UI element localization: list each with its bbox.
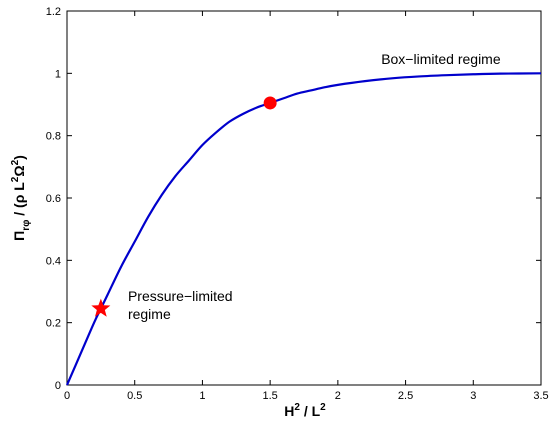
y-tick-label: 0.4 bbox=[46, 255, 61, 267]
annotation-line: regime bbox=[128, 306, 171, 322]
annotation-line: Box−limited regime bbox=[381, 51, 501, 67]
annotation: Box−limited regime bbox=[381, 51, 501, 67]
y-axis-label: Πrφ / (ρ L2Ω2) bbox=[10, 155, 32, 241]
plot-area bbox=[66, 10, 542, 386]
circle-marker bbox=[263, 96, 277, 110]
x-tick-label: 3.5 bbox=[533, 390, 548, 402]
y-tick-label: 0.8 bbox=[46, 131, 61, 143]
markers bbox=[91, 96, 277, 317]
annotation-line: Pressure−limited bbox=[128, 288, 233, 304]
y-tick-label: 1.2 bbox=[46, 6, 61, 18]
x-tick-label: 1.5 bbox=[262, 390, 277, 402]
x-tick-label: 0 bbox=[64, 390, 70, 402]
annotations: Box−limited regime Pressure−limited regime bbox=[128, 51, 501, 322]
series-line bbox=[65, 72, 542, 386]
y-tick-label: 0.6 bbox=[46, 193, 61, 205]
y-tick-label: 0.2 bbox=[46, 318, 61, 330]
y-tick-label: 0 bbox=[55, 380, 61, 392]
x-tick-label: 2 bbox=[335, 390, 341, 402]
x-tick-label: 0.5 bbox=[127, 390, 142, 402]
star-marker bbox=[91, 298, 111, 317]
axis-ticks: 0 0.5 1 1.5 2 2.5 3 3.5 0 0.2 0.4 0.6 0.8 1 1.2 bbox=[46, 6, 549, 402]
x-tick-label: 3 bbox=[470, 390, 476, 402]
annotation: Pressure−limited regime bbox=[128, 288, 233, 322]
x-axis-label: H2 / L2 bbox=[284, 402, 326, 419]
x-tick-label: 1 bbox=[199, 390, 205, 402]
y-tick-label: 1 bbox=[55, 68, 61, 80]
x-tick-label: 2.5 bbox=[398, 390, 413, 402]
